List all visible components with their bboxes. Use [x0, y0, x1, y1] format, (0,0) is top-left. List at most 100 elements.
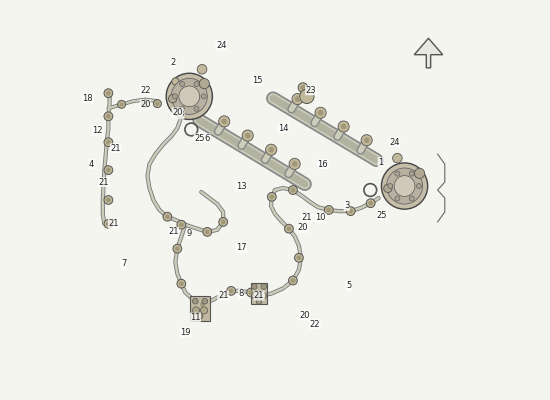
Circle shape — [255, 291, 264, 300]
Circle shape — [242, 130, 254, 141]
Text: 20: 20 — [140, 100, 151, 109]
Circle shape — [227, 286, 235, 295]
Text: 20: 20 — [172, 108, 183, 117]
Text: 13: 13 — [236, 182, 246, 190]
Circle shape — [165, 214, 170, 219]
Circle shape — [361, 135, 372, 146]
Circle shape — [175, 246, 180, 251]
Circle shape — [180, 82, 185, 86]
Text: 3: 3 — [179, 110, 184, 119]
Text: 10: 10 — [316, 214, 326, 222]
Circle shape — [153, 100, 161, 108]
Circle shape — [268, 147, 274, 152]
Circle shape — [229, 288, 234, 293]
Circle shape — [326, 208, 331, 212]
Text: 6: 6 — [205, 134, 210, 143]
Circle shape — [289, 186, 298, 194]
Circle shape — [388, 184, 393, 188]
Circle shape — [199, 78, 210, 89]
Circle shape — [295, 254, 303, 262]
Text: 23: 23 — [306, 86, 316, 95]
Circle shape — [257, 293, 262, 298]
Circle shape — [203, 228, 212, 236]
Text: 9: 9 — [186, 229, 192, 238]
Circle shape — [219, 116, 230, 127]
Circle shape — [104, 196, 113, 204]
Circle shape — [251, 284, 257, 289]
Circle shape — [256, 299, 262, 304]
Circle shape — [368, 201, 373, 206]
Text: 21: 21 — [168, 227, 179, 236]
Circle shape — [141, 100, 150, 108]
Text: 22: 22 — [310, 320, 320, 329]
Circle shape — [177, 279, 186, 288]
Circle shape — [202, 298, 208, 304]
Text: 4: 4 — [89, 160, 94, 169]
Circle shape — [172, 94, 178, 99]
Circle shape — [168, 94, 177, 103]
Circle shape — [197, 314, 203, 319]
Circle shape — [179, 281, 184, 286]
Circle shape — [143, 102, 147, 106]
Circle shape — [300, 85, 306, 90]
Circle shape — [106, 114, 111, 119]
Circle shape — [177, 220, 186, 229]
Circle shape — [166, 73, 212, 120]
Text: 24: 24 — [389, 138, 400, 147]
Text: 21: 21 — [218, 291, 228, 300]
Circle shape — [192, 298, 198, 304]
Circle shape — [194, 82, 199, 86]
Polygon shape — [414, 38, 443, 68]
Circle shape — [106, 91, 111, 96]
Circle shape — [260, 292, 267, 299]
Circle shape — [106, 140, 111, 145]
Circle shape — [163, 212, 172, 221]
Text: 22: 22 — [140, 86, 151, 95]
Circle shape — [180, 106, 185, 111]
Circle shape — [173, 244, 182, 253]
Text: 15: 15 — [252, 76, 262, 85]
Circle shape — [192, 307, 200, 314]
Circle shape — [118, 100, 125, 108]
Circle shape — [395, 171, 400, 176]
Circle shape — [292, 161, 298, 167]
Circle shape — [296, 255, 301, 260]
Circle shape — [200, 307, 208, 314]
Text: 18: 18 — [82, 94, 93, 103]
Circle shape — [287, 226, 292, 231]
Text: 19: 19 — [180, 328, 190, 337]
Circle shape — [247, 288, 255, 297]
Circle shape — [298, 83, 307, 92]
Circle shape — [119, 102, 124, 106]
Text: 7: 7 — [121, 259, 126, 268]
Text: 20: 20 — [300, 311, 310, 320]
Circle shape — [290, 278, 295, 283]
Circle shape — [200, 302, 205, 307]
Circle shape — [341, 124, 346, 129]
Text: 20: 20 — [298, 224, 308, 232]
Text: 21: 21 — [98, 178, 109, 186]
Text: 21: 21 — [301, 214, 312, 222]
Circle shape — [409, 196, 414, 201]
Circle shape — [267, 192, 276, 201]
Circle shape — [300, 89, 314, 104]
Circle shape — [104, 220, 113, 228]
Circle shape — [364, 138, 370, 143]
Circle shape — [290, 188, 295, 192]
Bar — [251, 283, 267, 304]
Text: 25: 25 — [377, 211, 387, 220]
Circle shape — [395, 196, 400, 201]
Circle shape — [104, 89, 113, 98]
Text: 21: 21 — [108, 220, 119, 228]
Text: 25: 25 — [194, 134, 205, 143]
Circle shape — [348, 209, 353, 214]
Circle shape — [198, 300, 207, 309]
Circle shape — [221, 220, 225, 224]
Circle shape — [270, 194, 274, 199]
Circle shape — [295, 96, 300, 102]
Circle shape — [205, 230, 210, 234]
Circle shape — [289, 158, 300, 170]
Circle shape — [382, 163, 428, 209]
Circle shape — [346, 207, 355, 216]
Circle shape — [106, 222, 111, 226]
